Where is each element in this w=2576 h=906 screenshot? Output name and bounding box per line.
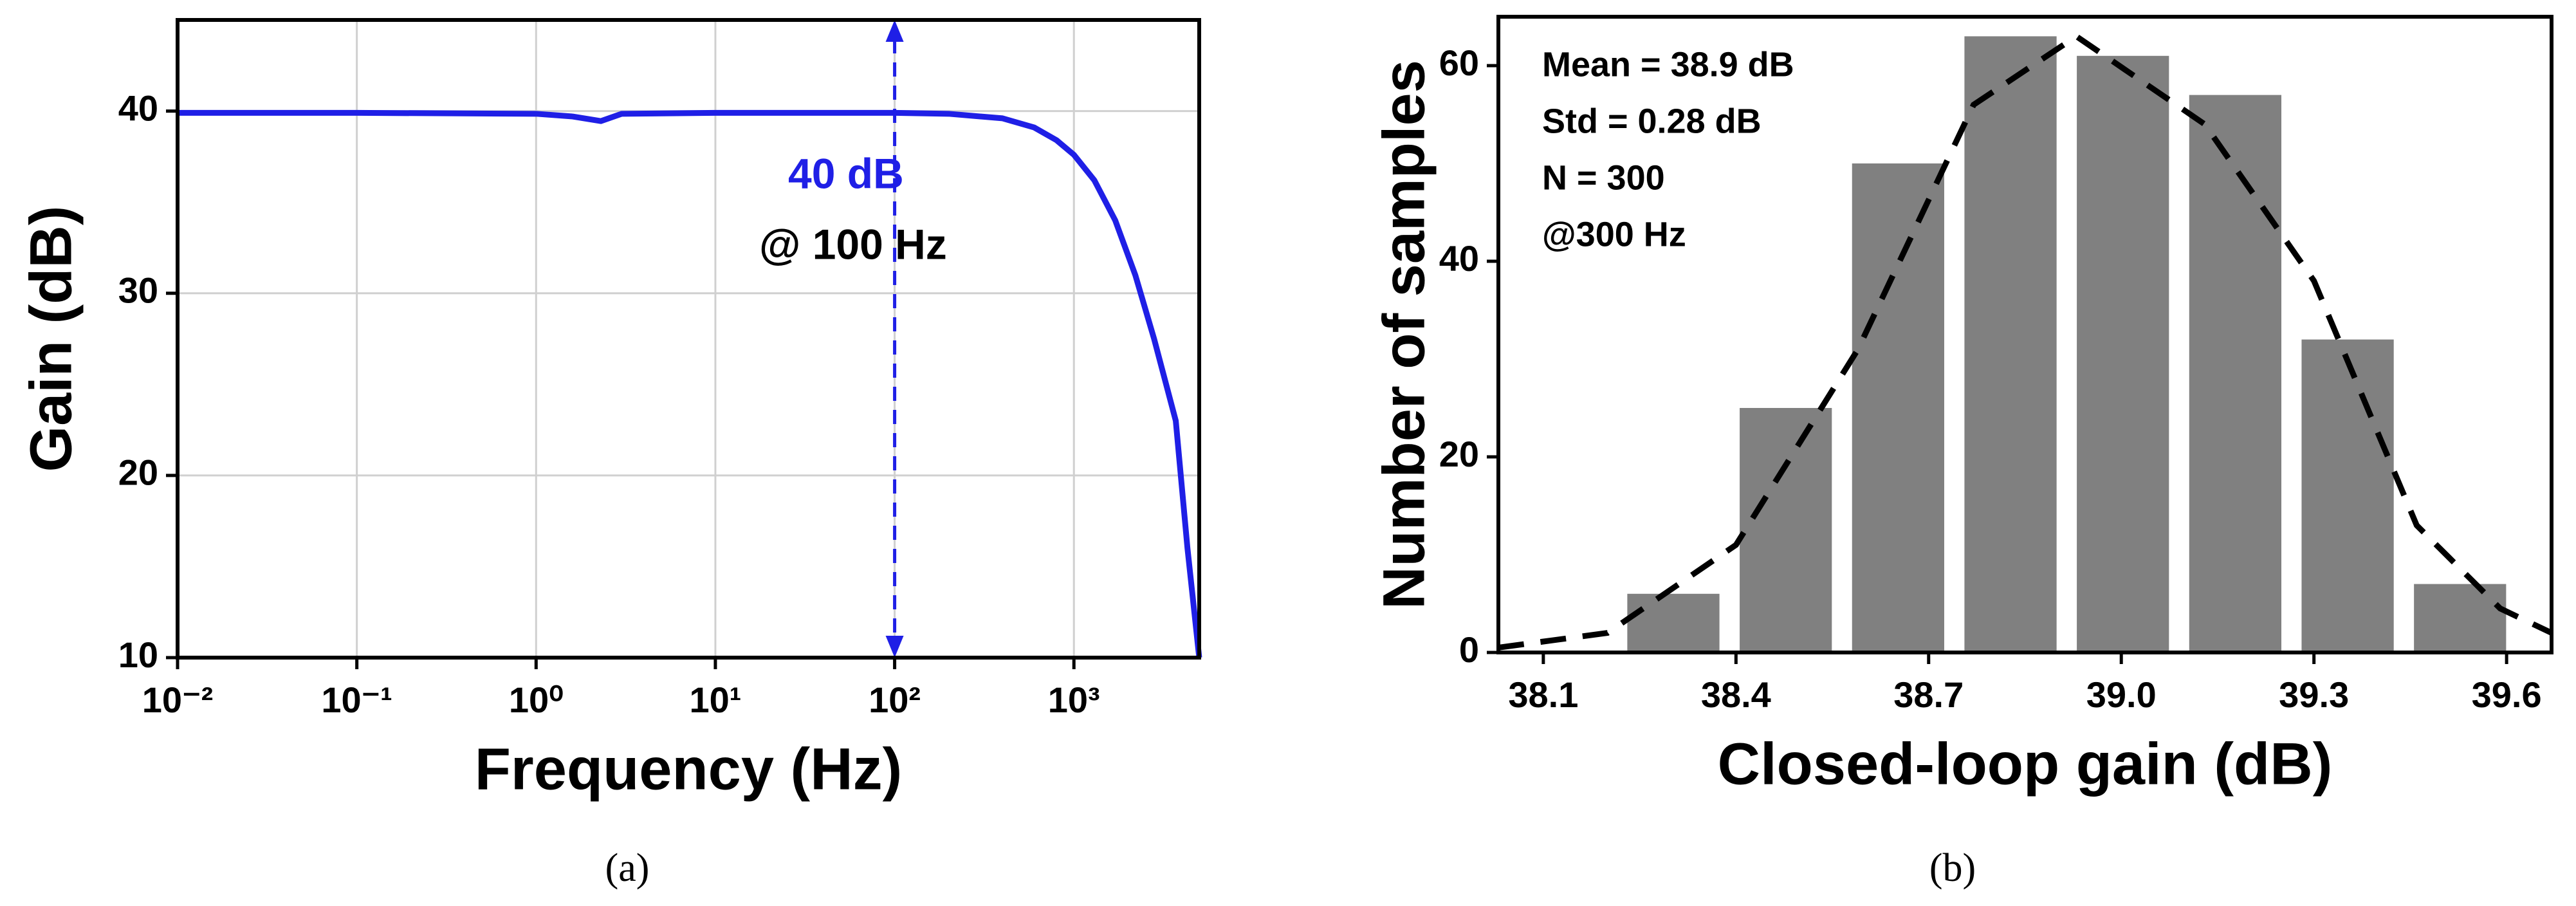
bar [1627,593,1720,652]
plot-frame [176,18,1201,660]
y-tick-label: 20 [118,452,158,493]
x-tick-label: 10⁻² [142,680,214,720]
caption: (a) [605,846,650,890]
annotation: @ 100 Hz [759,220,947,268]
x-tick-label: 38.1 [1508,674,1578,715]
annotation: @300 Hz [1542,215,1686,254]
annotation: Std = 0.28 dB [1542,102,1762,140]
line [178,109,1202,658]
y-tick-label: 40 [1439,238,1479,279]
x-tick-label: 39.6 [2472,674,2542,715]
x-tick-label: 38.7 [1893,674,1964,715]
x-tick-label: 10² [869,680,921,720]
y-axis-label: Number of samples [1371,60,1437,609]
annotation: 40 dB [788,149,904,197]
caption: (b) [1929,846,1976,890]
bar [2301,339,2394,652]
y-tick-label: 40 [118,88,158,128]
plot-frame [1496,15,2553,654]
x-tick-label: 10³ [1048,680,1100,720]
x-tick-label: 39.3 [2279,674,2349,715]
bar [1740,408,1832,652]
fit-curve [1498,32,2553,651]
x-tick-label: 39.0 [2086,674,2157,715]
bar [2077,55,2169,653]
x-axis-label: Frequency (Hz) [475,736,903,802]
x-tick-label: 10¹ [689,680,741,720]
bar [2189,95,2282,653]
y-tick-label: 10 [118,634,158,675]
bar [1964,36,2057,652]
x-tick-label: 10⁰ [509,680,564,720]
y-tick-label: 0 [1459,629,1479,670]
y-tick-label: 20 [1439,434,1479,474]
annotation: Mean = 38.9 dB [1542,45,1794,84]
arrow-head [885,20,904,42]
bar [2414,584,2507,652]
annotation: N = 300 [1542,158,1665,197]
y-axis-label: Gain (dB) [18,206,84,472]
x-tick-label: 10⁻¹ [321,680,392,720]
y-tick-label: 30 [118,270,158,311]
bar [1852,163,1944,652]
y-tick-label: 60 [1439,42,1479,83]
x-axis-label: Closed-loop gain (dB) [1718,731,2333,797]
x-tick-label: 38.4 [1701,674,1771,715]
arrow-head [885,636,904,658]
